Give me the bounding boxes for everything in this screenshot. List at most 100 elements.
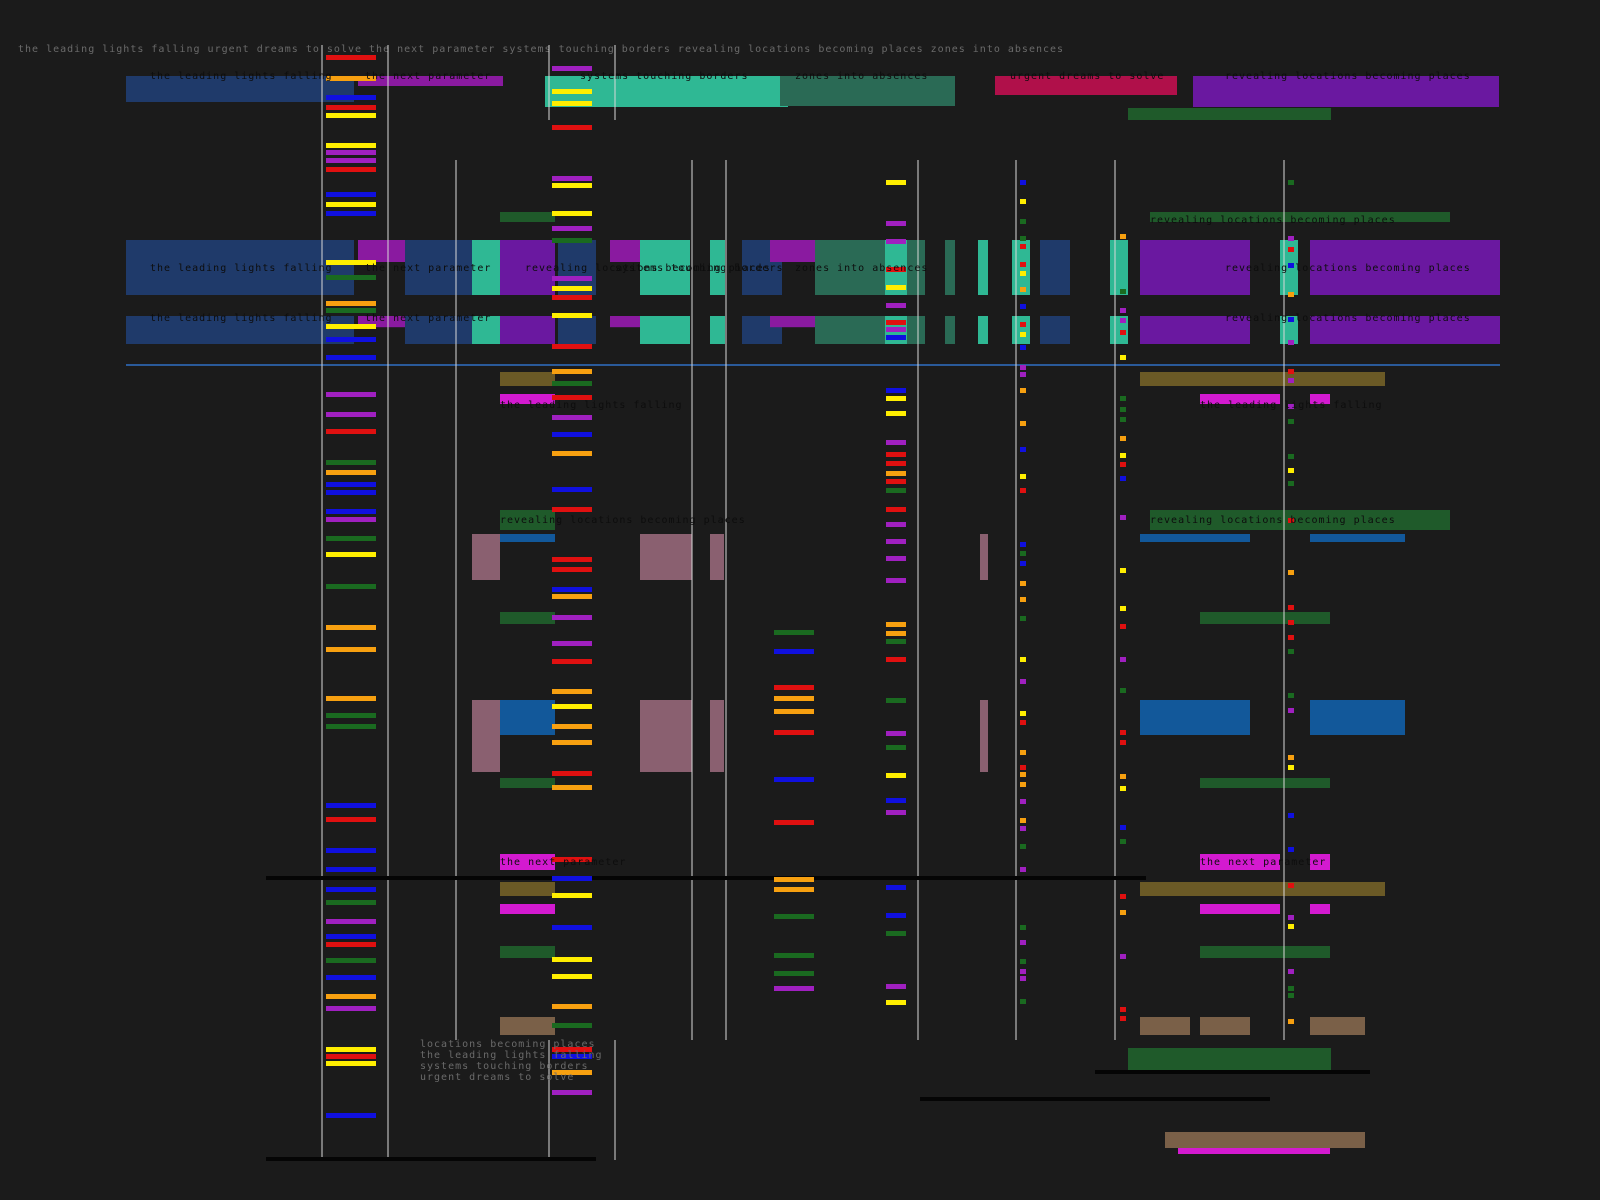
glitch-block: [126, 240, 354, 295]
glitch-block: [326, 482, 376, 487]
glitch-block: [326, 584, 376, 589]
glitch-block: [1140, 240, 1250, 295]
glitch-block: [1288, 481, 1294, 486]
glitch-block: [500, 372, 555, 386]
glitch-block: [774, 953, 814, 958]
glitch-block: [1110, 240, 1128, 295]
glitch-block: [1020, 474, 1026, 479]
glitch-block: [1120, 453, 1126, 458]
glitch-block: [886, 180, 906, 185]
glitch-block: [1288, 378, 1294, 383]
glitch-block: [500, 212, 555, 222]
glitch-block: [326, 1006, 376, 1011]
glitch-block: [1040, 316, 1070, 344]
glitch-block: [1120, 839, 1126, 844]
glitch-block: [326, 167, 376, 172]
glitch-block: [1120, 730, 1126, 735]
glitch-block: [1128, 108, 1331, 120]
glitch-block: [1020, 262, 1026, 267]
glitch-block: [552, 659, 592, 664]
glitch-block: [886, 913, 906, 918]
glitch-block: [886, 479, 906, 484]
glitch-block: [1288, 755, 1294, 760]
glitch-block: [1120, 740, 1126, 745]
glitch-block: [500, 904, 555, 914]
glitch-block: [326, 994, 376, 999]
glitch-block: [1120, 624, 1126, 629]
glitch-block: [552, 1004, 592, 1009]
band-label: systems touching borders: [580, 71, 749, 82]
glitch-block: [920, 1097, 1270, 1101]
glitch-block: [552, 395, 592, 400]
glitch-block: [552, 226, 592, 231]
glitch-block: [770, 316, 850, 328]
glitch-block: [886, 745, 906, 750]
glitch-block: [886, 698, 906, 703]
band-label: the leading lights falling: [1200, 400, 1383, 411]
glitch-block: [326, 355, 376, 360]
glitch-block: [1120, 568, 1126, 573]
glitch-block: [552, 176, 592, 181]
glitch-block: [552, 1047, 592, 1052]
band-label: revealing locations becoming places: [1225, 263, 1471, 274]
glitch-block: [1012, 316, 1030, 344]
glitch-block: [1288, 635, 1294, 640]
glitch-block: [326, 942, 376, 947]
glitch-block: [326, 625, 376, 630]
glitch-block: [552, 183, 592, 188]
glitch-block: [472, 240, 502, 295]
glitch-block: [1288, 708, 1294, 713]
glitch-block: [326, 509, 376, 514]
glitch-block: [886, 984, 906, 989]
glitch-block: [326, 696, 376, 701]
glitch-block: [1310, 1017, 1365, 1035]
glitch-block: [1288, 317, 1294, 322]
glitch-block: [500, 1017, 555, 1035]
glitch-block: [326, 536, 376, 541]
glitch-block: [1288, 340, 1294, 345]
glitch-block: [552, 66, 592, 71]
glitch-block: [1120, 355, 1126, 360]
glitch-block: [1120, 318, 1126, 323]
glitch-block: [1020, 551, 1026, 556]
glitch-block: [886, 931, 906, 936]
glitch-block: [978, 240, 988, 295]
glitch-block: [886, 507, 906, 512]
glitch-block: [886, 631, 906, 636]
glitch-block: [945, 316, 955, 344]
glitch-block: [472, 700, 500, 772]
glitch-block: [500, 700, 555, 735]
glitch-block: [1193, 76, 1499, 107]
band-label: the leading lights falling: [150, 263, 333, 274]
glitch-block: [1288, 419, 1294, 424]
glitch-block: [1020, 287, 1026, 292]
glitch-block: [472, 316, 502, 344]
glitch-block: [552, 344, 592, 349]
glitch-block: [326, 158, 376, 163]
glitch-block: [326, 1047, 376, 1052]
glitch-block: [886, 556, 906, 561]
glitch-block: [978, 316, 988, 344]
band-label: the next parameter: [1200, 857, 1326, 868]
glitch-block: [1020, 999, 1026, 1004]
glitch-block: [1288, 292, 1294, 297]
glitch-block: [1288, 247, 1294, 252]
glitch-block: [886, 798, 906, 803]
glitch-block: [500, 316, 555, 344]
glitch-block: [1120, 825, 1126, 830]
glitch-block: [472, 534, 500, 580]
glitch-block: [552, 724, 592, 729]
glitch-block: [710, 534, 724, 580]
glitch-block: [1310, 240, 1500, 295]
glitch-block: [326, 301, 376, 306]
glitch-block: [610, 316, 640, 328]
glitch-block: [552, 567, 592, 572]
glitch-block: [552, 313, 592, 318]
band-label: revealing locations becoming places: [500, 515, 746, 526]
glitch-block: [552, 557, 592, 562]
glitch-block: [326, 1054, 376, 1059]
glitch-block: [326, 958, 376, 963]
glitch-block: [774, 887, 814, 892]
glitch-block: [1020, 219, 1026, 224]
